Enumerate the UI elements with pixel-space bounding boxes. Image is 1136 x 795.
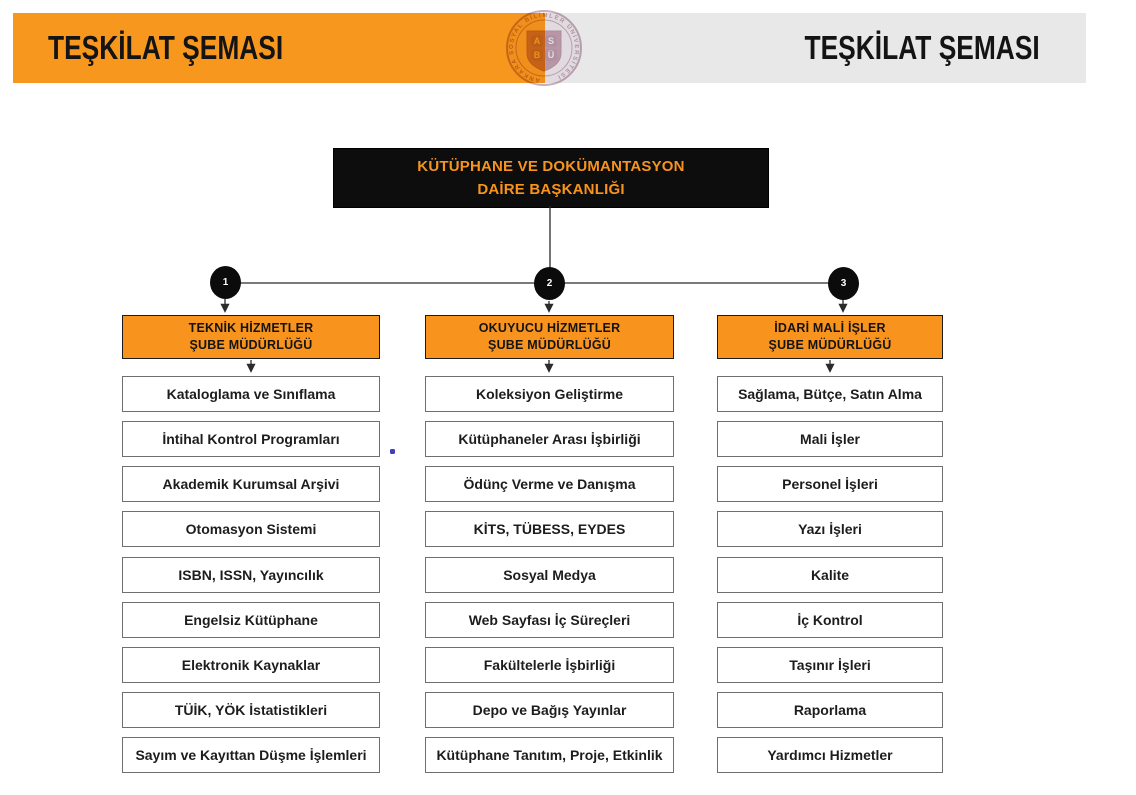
branch-number-3: 3 bbox=[840, 278, 847, 289]
org-item: Taşınır İşleri bbox=[717, 646, 943, 683]
branch-items-column-2: Koleksiyon Geliştirme Kütüphaneler Arası… bbox=[425, 376, 674, 773]
branch-header-okuyucu-hizmetler: OKUYUCU HİZMETLER ŞUBE MÜDÜRLÜĞÜ bbox=[425, 315, 674, 359]
branch-header-idari-mali-isler: İDARİ MALİ İŞLER ŞUBE MÜDÜRLÜĞÜ bbox=[717, 315, 943, 359]
org-item: Kalite bbox=[717, 556, 943, 593]
branch-header-title: OKUYUCU HİZMETLER ŞUBE MÜDÜRLÜĞÜ bbox=[478, 320, 621, 353]
branch-number-1: 1 bbox=[222, 277, 229, 288]
org-item: Ödünç Verme ve Danışma bbox=[425, 466, 674, 503]
seal-letter-4: Ü bbox=[548, 50, 555, 60]
header-orange-bar: TEŞKİLAT ŞEMASI bbox=[13, 13, 545, 83]
branch-header-title: İDARİ MALİ İŞLER ŞUBE MÜDÜRLÜĞÜ bbox=[768, 320, 892, 353]
org-item: Personel İşleri bbox=[717, 466, 943, 503]
stray-blue-dot bbox=[390, 449, 395, 454]
org-item: ISBN, ISSN, Yayıncılık bbox=[122, 556, 380, 593]
org-item: Mali İşler bbox=[717, 421, 943, 458]
org-item: Yardımcı Hizmetler bbox=[717, 737, 943, 773]
page-title-left: TEŞKİLAT ŞEMASI bbox=[48, 28, 284, 67]
org-item: Yazı İşleri bbox=[717, 511, 943, 548]
org-item: İç Kontrol bbox=[717, 601, 943, 638]
branch-number-badge-1: 1 bbox=[210, 266, 241, 299]
org-item: Elektronik Kaynaklar bbox=[122, 646, 380, 683]
org-item: KİTS, TÜBESS, EYDES bbox=[425, 511, 674, 548]
org-item: Sayım ve Kayıttan Düşme İşlemleri bbox=[122, 737, 380, 773]
seal-letter-1: A bbox=[534, 36, 541, 46]
org-item: Engelsiz Kütüphane bbox=[122, 601, 380, 638]
org-item: Depo ve Bağış Yayınlar bbox=[425, 691, 674, 728]
branch-number-badge-3: 3 bbox=[828, 267, 859, 300]
org-item: Kütüphaneler Arası İşbirliği bbox=[425, 421, 674, 458]
branch-number-2: 2 bbox=[546, 278, 553, 289]
org-root-node: KÜTÜPHANE VE DOKÜMANTASYON DAİRE BAŞKANL… bbox=[333, 148, 769, 208]
branch-number-badge-2: 2 bbox=[534, 267, 565, 300]
org-item: Kütüphane Tanıtım, Proje, Etkinlik bbox=[425, 737, 674, 773]
page-title-right: TEŞKİLAT ŞEMASI bbox=[804, 28, 1040, 67]
seal-letter-2: S bbox=[548, 36, 554, 46]
branch-items-column-1: Kataloglama ve Sınıflama İntihal Kontrol… bbox=[122, 376, 380, 773]
org-item: Kataloglama ve Sınıflama bbox=[122, 376, 380, 412]
org-item: Fakültelerle İşbirliği bbox=[425, 646, 674, 683]
org-item: Sosyal Medya bbox=[425, 556, 674, 593]
university-seal-logo: ANKARA SOSYAL BİLİMLER ÜNİVERSİTESİ A S … bbox=[506, 10, 582, 86]
org-item: Sağlama, Bütçe, Satın Alma bbox=[717, 376, 943, 412]
branch-items-column-3: Sağlama, Bütçe, Satın Alma Mali İşler Pe… bbox=[717, 376, 943, 773]
org-item: Web Sayfası İç Süreçleri bbox=[425, 601, 674, 638]
org-item: Koleksiyon Geliştirme bbox=[425, 376, 674, 412]
org-item: Akademik Kurumsal Arşivi bbox=[122, 466, 380, 503]
header-gray-bar: TEŞKİLAT ŞEMASI bbox=[545, 13, 1086, 83]
branch-header-title: TEKNİK HİZMETLER ŞUBE MÜDÜRLÜĞÜ bbox=[188, 320, 314, 353]
org-item: Raporlama bbox=[717, 691, 943, 728]
seal-letter-3: B bbox=[534, 50, 541, 60]
branch-header-teknik-hizmetler: TEKNİK HİZMETLER ŞUBE MÜDÜRLÜĞÜ bbox=[122, 315, 380, 359]
org-item: Otomasyon Sistemi bbox=[122, 511, 380, 548]
org-item: İntihal Kontrol Programları bbox=[122, 421, 380, 458]
org-root-title: KÜTÜPHANE VE DOKÜMANTASYON DAİRE BAŞKANL… bbox=[417, 157, 685, 198]
org-item: TÜİK, YÖK İstatistikleri bbox=[122, 691, 380, 728]
